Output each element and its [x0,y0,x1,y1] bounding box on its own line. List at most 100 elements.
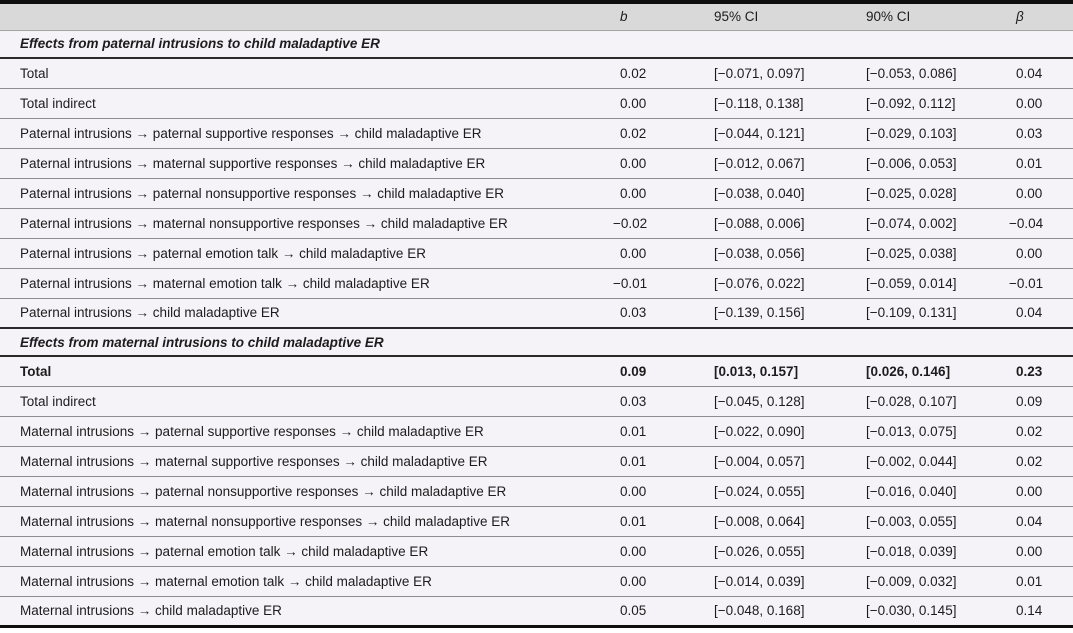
ci90-value-cell: [−0.030, 0.145] [866,603,957,618]
ci90-value-cell: [0.026, 0.146] [866,363,951,379]
ci90-value-cell: [−0.059, 0.014] [866,275,957,291]
column-header-label [0,2,612,30]
table-body: Effects from paternal intrusions to chil… [0,30,1073,626]
table-row: Maternal intrusions → paternal nonsuppor… [0,476,1073,506]
ci90-value-cell: [−0.006, 0.053] [866,155,957,171]
ci90-value-cell: [−0.074, 0.002] [866,215,957,231]
table-row: Total indirect 0.00 [−0.118, 0.138] [−0.092… [0,88,1073,118]
beta-value-cell: 0.00 [1016,245,1043,261]
row-label-cell: Paternal intrusions → paternal nonsuppor… [20,185,505,201]
row-label-cell: Paternal intrusions → maternal supportiv… [20,155,486,171]
ci90-value-cell: [−0.109, 0.131] [866,305,957,321]
row-label-cell: Total indirect [20,393,96,409]
ci90-value-cell: [−0.002, 0.044] [866,453,957,469]
row-label-cell: Paternal intrusions → paternal supportiv… [20,125,482,141]
ci90-value-cell: [−0.025, 0.028] [866,185,957,201]
b-value-cell: 0.00 [620,573,647,589]
ci90-value-cell: [−0.003, 0.055] [866,513,957,529]
beta-value-cell: 0.03 [1016,125,1043,141]
header-row: b 95% CI 90% CI β [0,2,1073,30]
ci90-value-cell: [−0.016, 0.040] [866,483,957,499]
beta-value-cell: 0.04 [1016,513,1043,529]
table-row: Paternal intrusions → paternal supportiv… [0,118,1073,148]
b-value-cell: 0.03 [620,305,647,321]
section-title: Effects from maternal intrusions to chil… [20,334,384,350]
b-value-cell: 0.01 [620,423,647,439]
section-title: Effects from paternal intrusions to chil… [20,36,380,52]
beta-value-cell: 0.04 [1016,305,1043,321]
ci95-value-cell: [−0.045, 0.128] [714,393,805,409]
row-label-cell: Total [20,363,52,379]
beta-value-cell: 0.00 [1016,543,1043,559]
b-value-cell: 0.00 [620,245,647,261]
beta-value-cell: −0.01 [1009,275,1044,291]
row-label-cell: Maternal intrusions → child maladaptive … [20,603,282,618]
ci95-value-cell: [−0.038, 0.056] [714,245,805,261]
table-row: Paternal intrusions → paternal nonsuppor… [0,178,1073,208]
row-label-cell: Paternal intrusions → maternal emotion t… [20,275,430,291]
ci95-value-cell: [−0.038, 0.040] [714,185,805,201]
ci95-value-cell: [−0.012, 0.067] [714,155,805,171]
b-value-cell: 0.02 [620,125,647,141]
ci90-value-cell: [−0.053, 0.086] [866,65,957,81]
beta-value-cell: −0.04 [1009,215,1044,231]
b-value-cell: 0.01 [620,513,647,529]
ci95-value-cell: [−0.014, 0.039] [714,573,805,589]
table-row: Paternal intrusions → maternal supportiv… [0,148,1073,178]
table-row: Total 0.02 [−0.071, 0.097] [−0.053, 0.086] 0… [0,58,1073,88]
row-label-cell: Paternal intrusions → maternal nonsuppor… [20,215,508,231]
row-label-cell: Paternal intrusions → paternal emotion t… [20,245,426,261]
table-row: Paternal intrusions → maternal nonsuppor… [0,208,1073,238]
table-row: Maternal intrusions → child maladaptive … [0,596,1073,626]
ci90-value-cell: [−0.013, 0.075] [866,423,957,439]
table-row: Total 0.09 [0.013, 0.157] [0.026, 0.146] 0.2… [0,356,1073,386]
beta-value-cell: 0.00 [1016,483,1043,499]
b-value-cell: 0.00 [620,95,647,111]
b-value-cell: 0.00 [620,185,647,201]
b-value-cell: 0.03 [620,393,647,409]
b-value-cell: −0.01 [613,275,648,291]
b-value-cell: 0.00 [620,543,647,559]
section-header-row: Effects from paternal intrusions to chil… [0,30,1073,58]
section-header-row: Effects from maternal intrusions to chil… [0,328,1073,356]
table-row: Maternal intrusions → paternal supportiv… [0,416,1073,446]
ci95-value-cell: [−0.022, 0.090] [714,423,805,439]
ci95-value-cell: [−0.076, 0.022] [714,275,805,291]
beta-value-cell: 0.02 [1016,423,1043,439]
b-value-cell: 0.00 [620,483,647,499]
beta-value-cell: 0.01 [1016,155,1043,171]
ci90-value-cell: [−0.018, 0.039] [866,543,957,559]
ci95-value-cell: [−0.008, 0.064] [714,513,805,529]
beta-value-cell: 0.00 [1016,185,1043,201]
b-value-cell: 0.02 [620,65,647,81]
row-label-cell: Maternal intrusions → maternal nonsuppor… [20,513,510,529]
ci95-value-cell: [−0.048, 0.168] [714,603,805,618]
column-header-b: b [620,9,628,25]
ci90-value-cell: [−0.025, 0.038] [866,245,957,261]
column-header-ci95: 95% CI [714,9,759,25]
ci95-value-cell: [−0.024, 0.055] [714,483,805,499]
b-value-cell: 0.05 [620,603,647,618]
row-label-cell: Maternal intrusions → maternal emotion t… [20,573,432,589]
table-row: Maternal intrusions → paternal emotion t… [0,536,1073,566]
beta-value-cell: 0.09 [1016,393,1043,409]
table-header: b 95% CI 90% CI β [0,2,1073,30]
table-row: Paternal intrusions → maternal emotion t… [0,268,1073,298]
ci90-value-cell: [−0.009, 0.032] [866,573,957,589]
b-value-cell: 0.01 [620,453,647,469]
table-row: Paternal intrusions → paternal emotion t… [0,238,1073,268]
row-label-cell: Maternal intrusions → maternal supportiv… [20,453,488,469]
column-header-beta: β [1016,9,1024,25]
beta-value-cell: 0.02 [1016,453,1043,469]
ci95-value-cell: [−0.139, 0.156] [714,305,805,321]
table-row: Maternal intrusions → maternal nonsuppor… [0,506,1073,536]
ci95-value-cell: [−0.088, 0.006] [714,215,805,231]
beta-value-cell: 0.00 [1016,95,1043,111]
row-label-cell: Total indirect [20,95,96,111]
beta-value-cell: 0.23 [1016,363,1043,379]
b-value-cell: −0.02 [613,215,648,231]
beta-value-cell: 0.04 [1016,65,1043,81]
row-label-cell: Maternal intrusions → paternal nonsuppor… [20,483,507,499]
